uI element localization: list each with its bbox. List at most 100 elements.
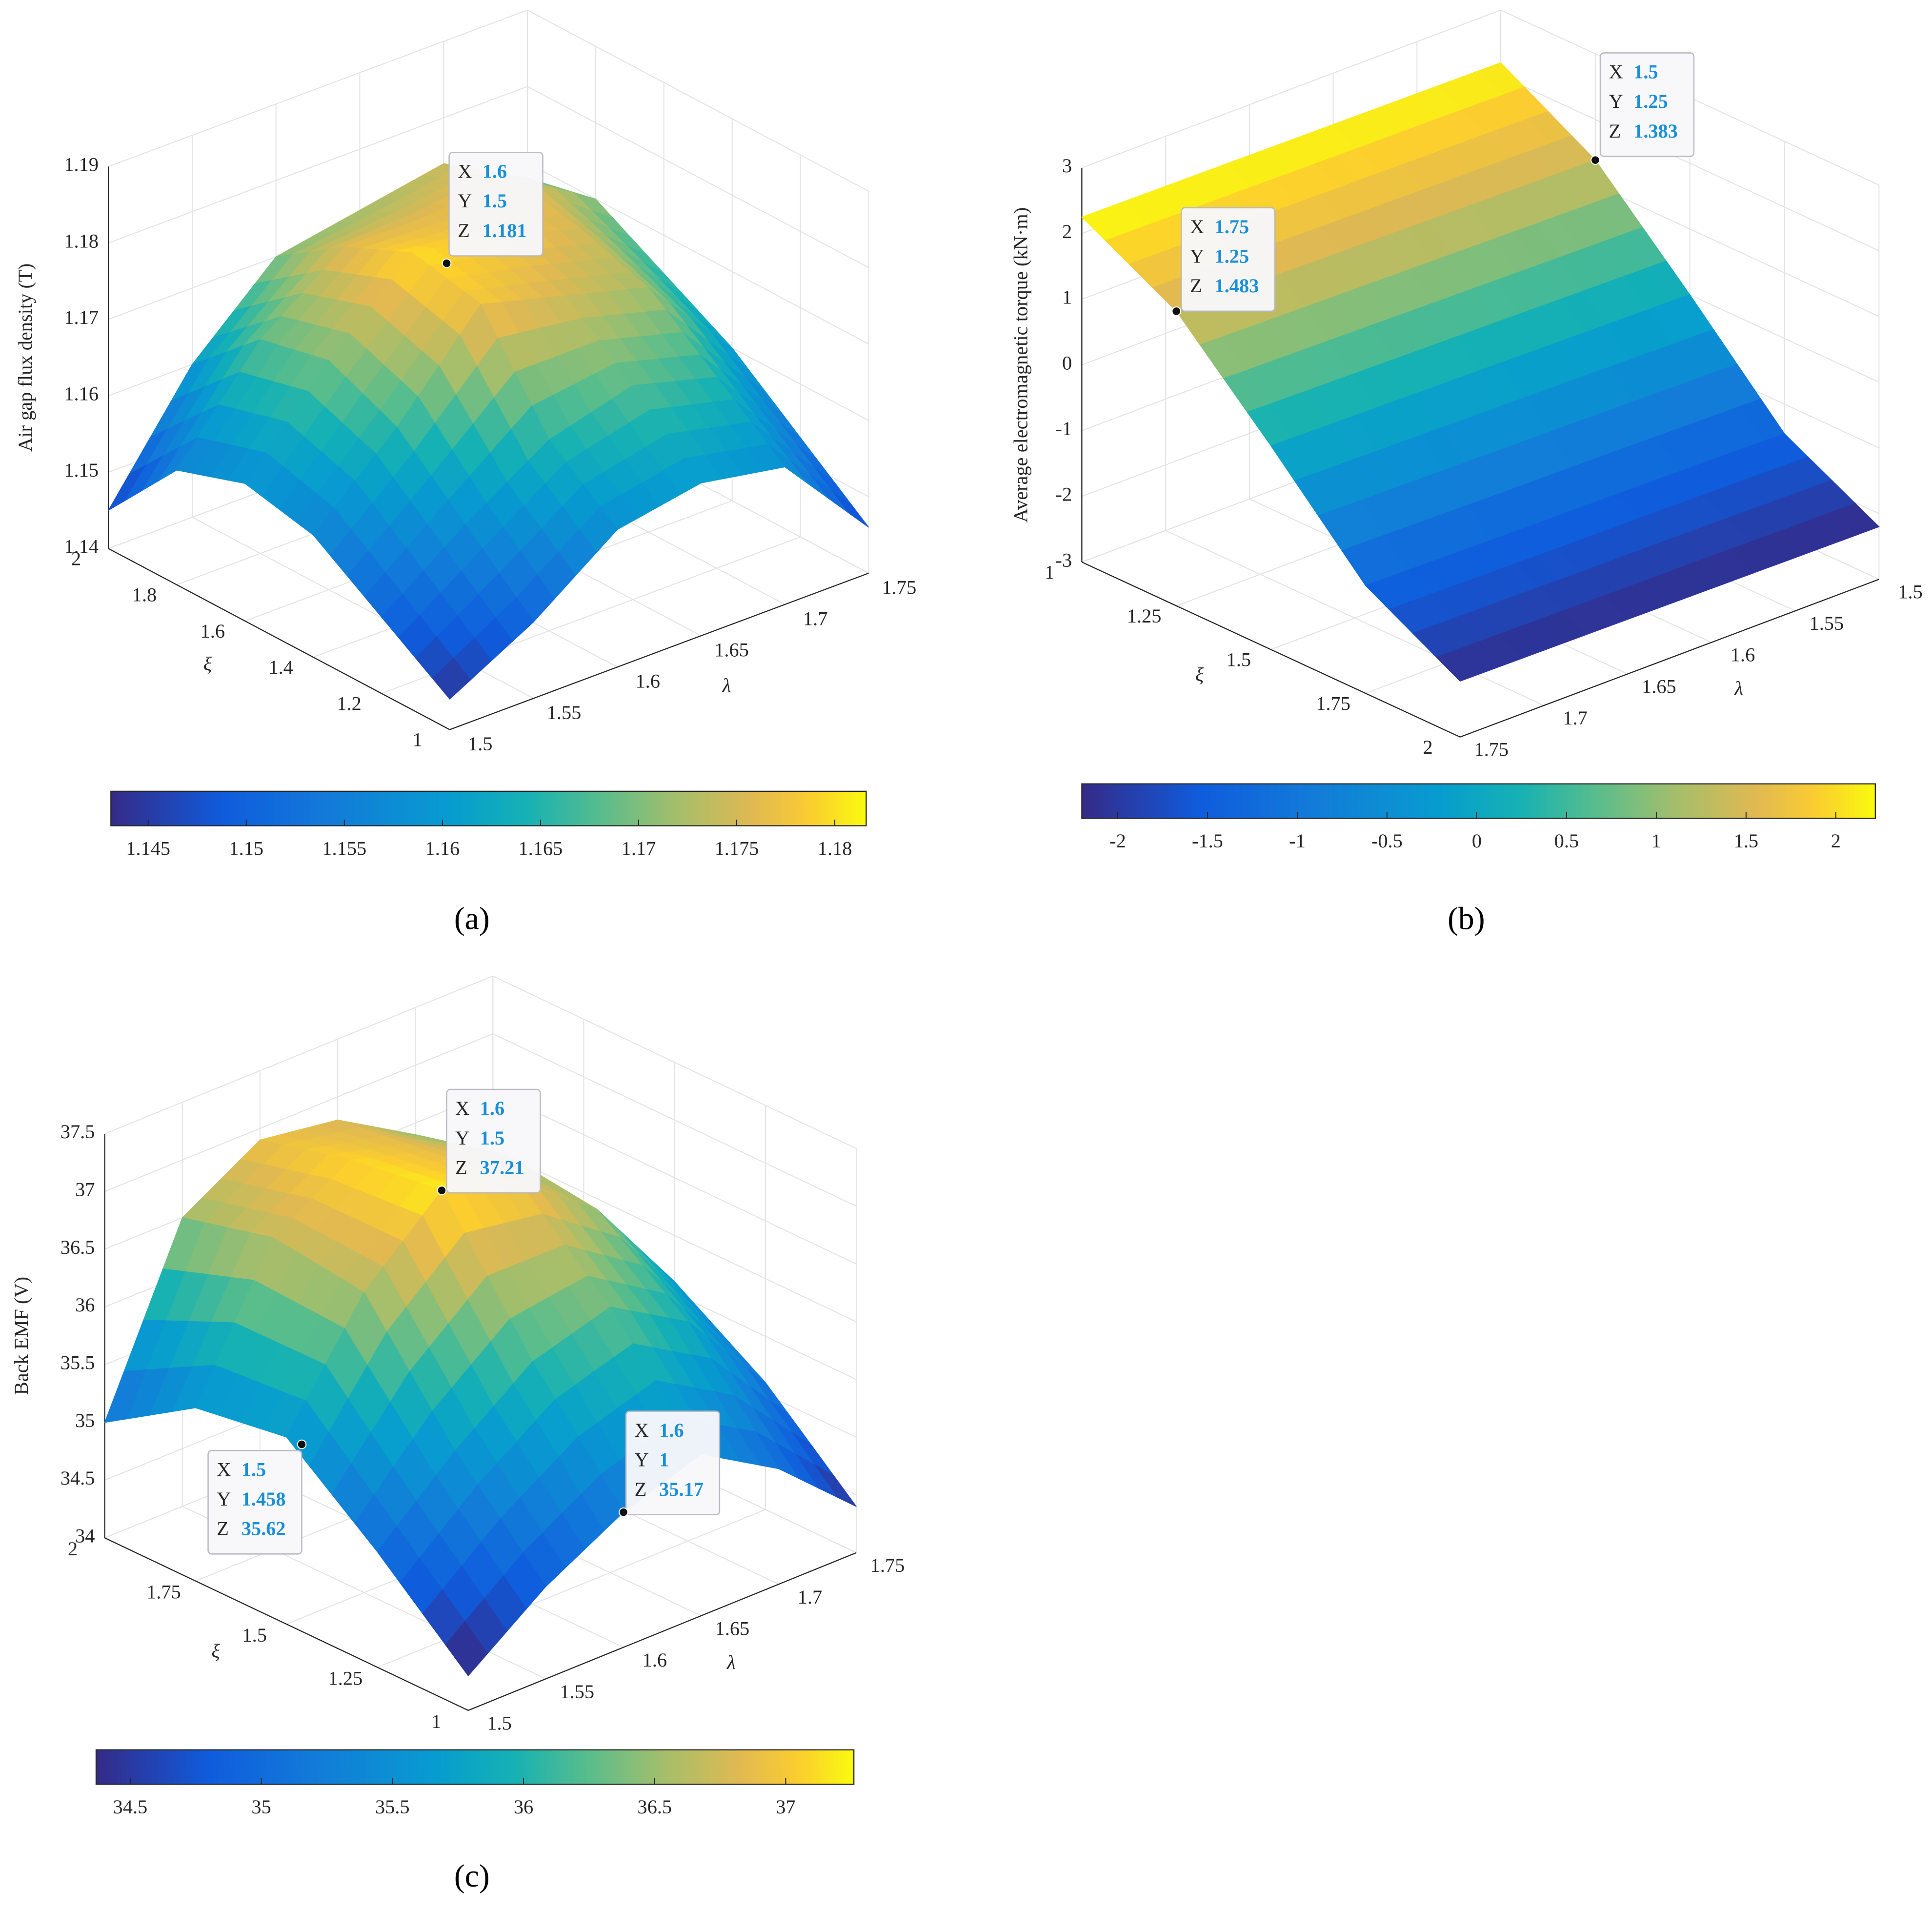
- x-axis-label: λ: [726, 1651, 736, 1673]
- colorbar-tick-label: 1.16: [425, 837, 460, 859]
- z-tick-label: -1: [1056, 418, 1072, 440]
- datatip-value: 1.483: [1215, 275, 1259, 297]
- datatip-value: 1.383: [1633, 120, 1678, 142]
- surface: [104, 1119, 857, 1677]
- y-axis: [104, 1537, 469, 1711]
- x-tick-label: 1.6: [643, 1649, 667, 1671]
- x-tick-label: 1.7: [1563, 707, 1588, 729]
- datatip-value: 1.6: [480, 1097, 505, 1119]
- datatip-label: Z: [1609, 120, 1621, 142]
- colorbar-tick-label: 1.18: [818, 837, 852, 859]
- grid-line: [527, 86, 869, 268]
- datatip-box: [1599, 52, 1695, 157]
- datatip-label: Z: [458, 220, 470, 241]
- z-tick-label: 0: [1062, 352, 1072, 374]
- grid-line: [1082, 9, 1501, 168]
- datatip-point: [442, 258, 452, 268]
- datatip-label: X: [1609, 61, 1623, 83]
- grid-line: [1500, 75, 1879, 251]
- y-tick-label: 1: [431, 1710, 441, 1732]
- datatip-label: Y: [1609, 90, 1623, 112]
- datatip-value: 1.25: [1215, 245, 1249, 267]
- x-tick-label: 1.5: [468, 733, 493, 755]
- datatip-label: X: [1190, 216, 1204, 238]
- grid-line: [527, 9, 869, 192]
- surface-patch: [1435, 649, 1482, 682]
- z-tick-label: 35.5: [60, 1352, 95, 1374]
- y-tick-label: 1.25: [1127, 605, 1162, 627]
- z-tick-label: 35: [75, 1409, 95, 1431]
- surface: [1081, 62, 1880, 682]
- z-tick-label: 3: [1062, 155, 1072, 177]
- datatip-label: X: [455, 1097, 469, 1119]
- datatip-value: 1.181: [483, 220, 527, 241]
- x-tick-label: 1.65: [714, 639, 749, 661]
- y-axis-label: ξ: [211, 1640, 220, 1662]
- y-tick-label: 1.8: [132, 584, 157, 606]
- x-tick-label: 1.65: [715, 1618, 750, 1640]
- z-tick-label: 2: [1062, 221, 1072, 242]
- x-tick-label: 1.6: [1731, 644, 1755, 666]
- z-tick-label: 1: [1062, 286, 1072, 308]
- y-axis: [108, 548, 450, 730]
- grid-line: [492, 1091, 857, 1265]
- datatip-label: Y: [455, 1127, 469, 1149]
- y-tick-label: 1.6: [201, 620, 225, 642]
- z-tick-label: 36.5: [60, 1236, 95, 1258]
- z-axis-label: Air gap flux density (T): [14, 263, 36, 452]
- grid-line: [527, 162, 869, 345]
- colorbar-tick-label: -1: [1289, 830, 1306, 852]
- y-tick-label: 2: [68, 1538, 78, 1560]
- colorbar-tick-label: 36.5: [637, 1796, 672, 1818]
- x-axis: [468, 1552, 857, 1711]
- z-tick-label: -2: [1056, 483, 1072, 505]
- datatip-value: 1.458: [242, 1488, 286, 1510]
- panel-label: (a): [454, 901, 490, 937]
- datatip-box: [625, 1410, 721, 1515]
- x-tick-label: 1.55: [547, 702, 582, 723]
- colorbar-tick-label: 34.5: [113, 1796, 148, 1818]
- datatip-value: 35.17: [659, 1478, 704, 1500]
- colorbar: [1081, 783, 1876, 819]
- grid-line: [492, 1148, 857, 1323]
- surface-patch: [830, 489, 869, 528]
- datatip-value: 1.5: [480, 1127, 505, 1149]
- x-axis: [1460, 579, 1879, 738]
- datatip-label: Y: [1190, 245, 1204, 267]
- colorbar-tick-label: 0.5: [1554, 830, 1579, 852]
- datatip-point: [437, 1186, 447, 1195]
- datatip-box: [1181, 207, 1276, 312]
- z-axis-label: Back EMF (V): [10, 1277, 32, 1395]
- z-tick-label: 1.15: [64, 459, 99, 481]
- colorbar: [95, 1749, 855, 1785]
- colorbar-tick-label: 1.5: [1734, 830, 1759, 852]
- datatip-label: Z: [455, 1156, 467, 1178]
- colorbar-tick-label: 0: [1472, 830, 1482, 852]
- grid-line: [108, 9, 528, 167]
- colorbar-tick-label: 37: [776, 1796, 795, 1818]
- grid-line: [377, 1509, 766, 1668]
- z-tick-label: 1.16: [64, 382, 99, 404]
- y-axis-label: ξ: [203, 653, 212, 675]
- y-axis: [1081, 562, 1461, 738]
- x-tick-label: 1.7: [798, 1586, 823, 1608]
- grid-line: [104, 1033, 493, 1192]
- x-axis-label: λ: [722, 674, 731, 696]
- colorbar-tick-label: 35.5: [375, 1796, 410, 1818]
- surface-patch: [432, 658, 471, 700]
- y-tick-label: 1.75: [1316, 692, 1350, 714]
- x-tick-label: 1.55: [1810, 612, 1844, 634]
- datatip-value: 1.25: [1633, 90, 1668, 112]
- colorbar-tick-label: 35: [251, 1796, 271, 1818]
- grid-line: [104, 975, 493, 1134]
- datatip-point: [1171, 306, 1182, 316]
- datatip-value: 37.21: [480, 1156, 524, 1178]
- grid-line: [108, 86, 528, 243]
- y-tick-label: 1.2: [337, 692, 362, 714]
- datatip-value: 1.5: [483, 190, 507, 212]
- z-tick-label: 34.5: [60, 1467, 95, 1489]
- datatip-value: 1.6: [659, 1419, 684, 1441]
- x-tick-label: 1.75: [870, 1554, 905, 1576]
- x-tick-label: 1.5: [1898, 581, 1923, 603]
- datatip-label: Y: [635, 1448, 649, 1470]
